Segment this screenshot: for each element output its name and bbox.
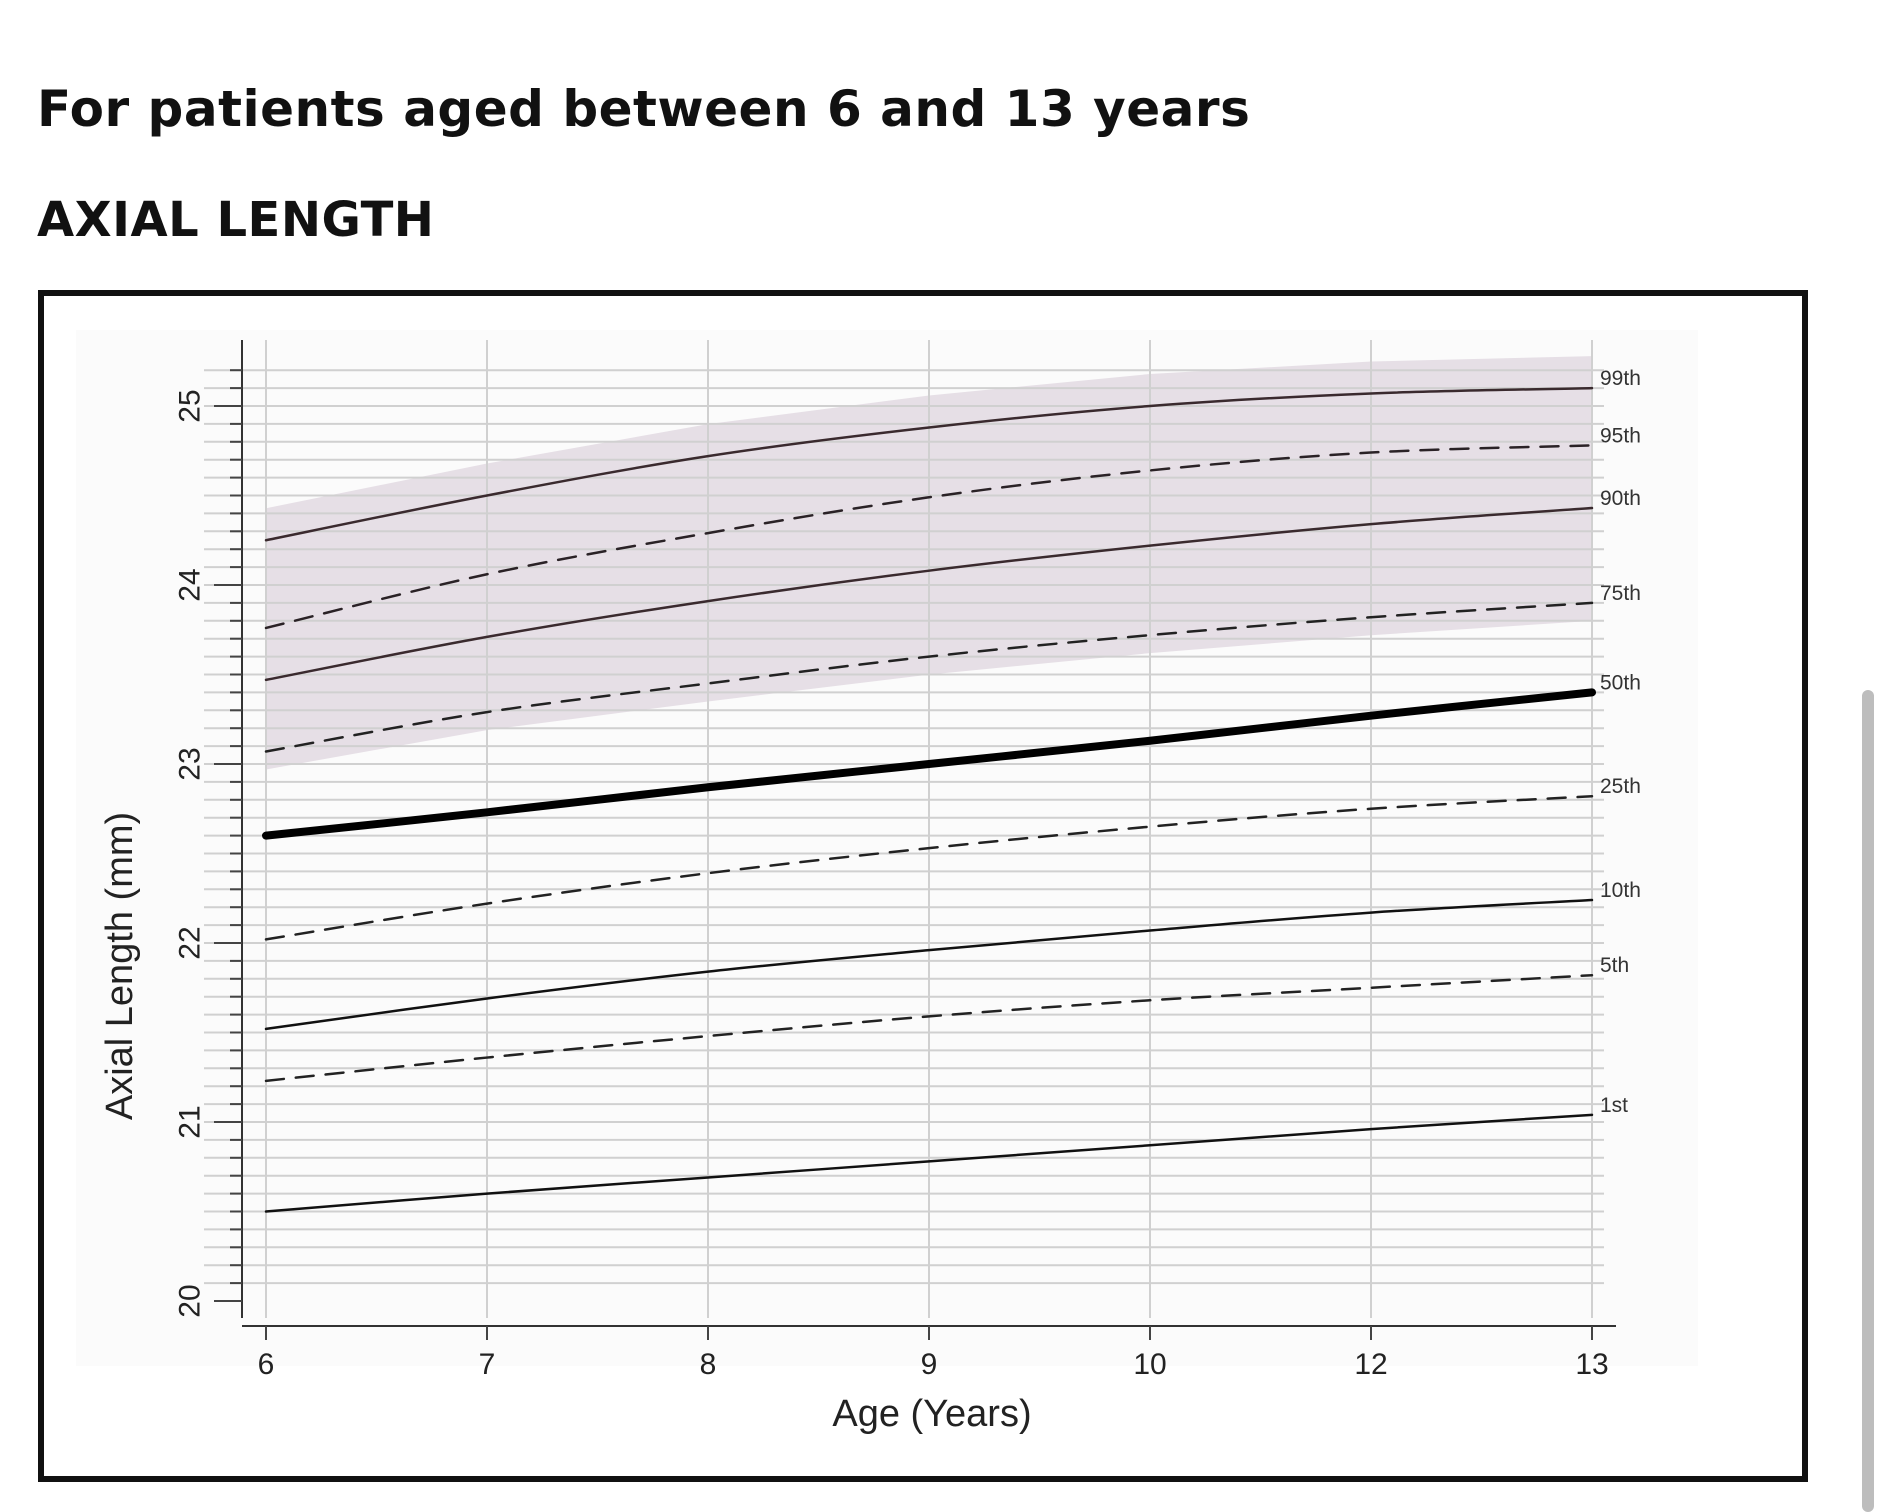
series-line-5th xyxy=(264,973,1594,1083)
y-tick-label: 23 xyxy=(174,747,207,780)
series-line-25th xyxy=(264,794,1594,941)
series-line-50th xyxy=(262,688,1596,840)
x-tick-label: 9 xyxy=(921,1348,938,1381)
y-tick-label: 20 xyxy=(174,1284,207,1317)
chart-frame: 20 21 22 23 24 25 6 7 8 9 10 12 13 99th 95th 90th 75th 5… xyxy=(38,290,1808,1482)
x-axis-title: Age (Years) xyxy=(832,1393,1031,1435)
series-label-99th: 99th xyxy=(1600,367,1641,390)
y-axis-title: Axial Length (mm) xyxy=(99,812,141,1120)
series-line-1st xyxy=(264,1113,1594,1213)
series-label-25th: 25th xyxy=(1600,775,1641,798)
series-label-50th: 50th xyxy=(1600,671,1641,694)
series-label-10th: 10th xyxy=(1600,879,1641,902)
y-tick-label: 24 xyxy=(174,568,207,601)
y-tick-label: 25 xyxy=(174,389,207,422)
series-label-5th: 5th xyxy=(1600,954,1629,977)
scrollbar-thumb[interactable] xyxy=(1862,690,1874,1512)
x-tick-label: 10 xyxy=(1133,1348,1166,1381)
x-tick-label: 13 xyxy=(1575,1348,1608,1381)
chart-section-title: AXIAL LENGTH xyxy=(37,192,435,248)
y-tick-label: 22 xyxy=(174,926,207,959)
series-line-95th xyxy=(264,444,1594,630)
axial-length-chart: 20 21 22 23 24 25 6 7 8 9 10 12 13 99th 95th 90th 75th 5… xyxy=(76,330,1698,1435)
series-label-75th: 75th xyxy=(1600,582,1641,605)
y-tick-label: 21 xyxy=(174,1105,207,1138)
series-line-10th xyxy=(264,898,1594,1031)
x-tick-label: 6 xyxy=(258,1348,275,1381)
x-tick-label: 8 xyxy=(700,1348,717,1381)
series-line-90th xyxy=(264,506,1594,682)
series-line-75th xyxy=(264,601,1594,753)
series-line-99th xyxy=(264,386,1594,542)
series-label-1st: 1st xyxy=(1600,1094,1628,1117)
x-tick-label: 12 xyxy=(1354,1348,1387,1381)
series-label-90th: 90th xyxy=(1600,487,1641,510)
x-tick-label: 7 xyxy=(479,1348,496,1381)
series-label-95th: 95th xyxy=(1600,424,1641,447)
page-heading: For patients aged between 6 and 13 years xyxy=(37,80,1251,138)
